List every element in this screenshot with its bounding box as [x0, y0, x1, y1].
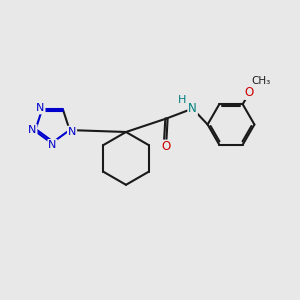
Text: N: N [68, 127, 76, 136]
Text: H: H [178, 95, 186, 105]
Text: N: N [36, 103, 45, 113]
Text: N: N [28, 125, 37, 135]
Text: N: N [188, 102, 197, 115]
Text: N: N [48, 140, 57, 150]
Text: O: O [162, 140, 171, 154]
Text: CH₃: CH₃ [252, 76, 271, 86]
Text: O: O [245, 86, 254, 99]
